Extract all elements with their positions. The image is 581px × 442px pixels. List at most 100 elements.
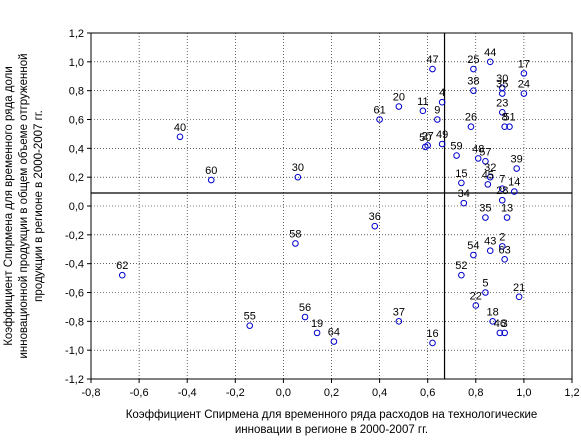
reference-lines <box>91 33 572 379</box>
point-label: 35 <box>479 203 491 215</box>
data-point <box>498 185 506 192</box>
point-label: 30 <box>496 73 508 85</box>
data-point <box>470 251 477 259</box>
point-label: 40 <box>174 122 186 134</box>
point-label: 61 <box>373 105 385 117</box>
y-tick-label: -1,0 <box>65 345 84 357</box>
y-tick-label: -1,2 <box>65 374 84 386</box>
data-point <box>207 176 215 184</box>
x-tick-label: -0,2 <box>226 387 245 399</box>
x-tick-label: 0,6 <box>420 387 435 399</box>
data-point <box>486 247 494 254</box>
point-label: 54 <box>467 240 479 252</box>
data-point <box>453 152 460 159</box>
x-tick-label: -0,8 <box>82 387 101 399</box>
x-axis-title: инновации в регионе в 2000-2007 гг. <box>235 424 428 436</box>
point-label: 16 <box>426 328 438 340</box>
point-label: 48 <box>472 143 484 155</box>
data-point <box>506 123 513 131</box>
point-label: 43 <box>484 236 496 248</box>
data-point <box>513 165 520 172</box>
data-point <box>482 214 489 221</box>
point-label: 57 <box>479 146 491 158</box>
data-point <box>118 271 126 279</box>
data-point <box>467 123 475 131</box>
data-point <box>498 243 506 250</box>
data-point <box>292 240 299 247</box>
y-tick-label: -0,4 <box>65 259 84 271</box>
point-label: 32 <box>484 162 496 174</box>
point-label: 13 <box>501 203 513 215</box>
x-tick-label: -0,6 <box>130 387 149 399</box>
point-label: 23 <box>496 97 508 109</box>
x-tick-label: 0,4 <box>372 387 387 399</box>
data-point <box>489 318 496 325</box>
data-point <box>438 140 446 148</box>
data-point <box>294 173 302 181</box>
y-tick-label: -0,8 <box>65 316 84 328</box>
point-label: 30 <box>292 162 304 174</box>
y-tick-label: 0,0 <box>69 201 84 213</box>
point-label: 19 <box>311 318 323 330</box>
data-point <box>395 103 403 110</box>
data-point <box>458 179 465 187</box>
point-label: 38 <box>467 76 479 88</box>
data-point <box>520 90 528 97</box>
data-point <box>458 271 465 279</box>
point-label: 55 <box>244 311 256 323</box>
data-point <box>520 70 528 77</box>
x-tick-label: 1,2 <box>564 387 579 399</box>
data-point <box>376 116 383 123</box>
point-label: 50 <box>419 132 431 144</box>
y-axis-title: инновационной продукции в общем объеме о… <box>18 53 30 358</box>
y-axis-title: продукции в регионе в 2000-2007 гг. <box>33 110 45 302</box>
data-point <box>470 87 477 94</box>
point-label: 59 <box>450 141 462 153</box>
y-tick-label: 1,0 <box>69 57 84 69</box>
point-label: 60 <box>205 165 217 177</box>
data-point <box>482 289 489 296</box>
data-point <box>496 329 504 337</box>
point-label: 47 <box>426 54 438 66</box>
point-label: 46 <box>494 318 506 330</box>
x-tick-label: -0,4 <box>178 387 197 399</box>
point-label: 34 <box>458 188 470 200</box>
point-label: 56 <box>299 302 311 314</box>
point-label: 45 <box>482 169 494 181</box>
point-label: 24 <box>518 79 530 91</box>
point-label: 9 <box>434 105 440 117</box>
y-tick-label: -0,2 <box>65 230 84 242</box>
y-tick-label: 1,2 <box>69 28 84 40</box>
data-point <box>313 329 321 337</box>
point-label: 2 <box>499 231 505 243</box>
data-point <box>503 214 511 221</box>
data-point <box>472 302 480 309</box>
point-label: 27 <box>422 130 434 142</box>
data-point <box>429 339 436 347</box>
data-point <box>301 313 309 321</box>
y-tick-label: 0,4 <box>69 143 84 155</box>
point-label: 8 <box>502 112 508 124</box>
point-label: 28 <box>496 185 508 197</box>
point-label: 36 <box>369 211 381 223</box>
data-point <box>501 329 508 337</box>
data-point <box>434 116 441 123</box>
data-point <box>474 155 482 162</box>
axis-ticks: -0,8 -0,6 -0,4 -0,2 0,0 0,2 0,4 0,6 0,8 1,0 1,2 -1,… <box>65 28 580 399</box>
point-label: 52 <box>455 260 467 272</box>
point-label: 20 <box>393 92 405 104</box>
point-label: 11 <box>417 96 428 108</box>
x-axis-title: Коэффициент Спирмена для временного ряда… <box>126 409 538 421</box>
x-tick-label: 0,0 <box>276 387 291 399</box>
point-label: 5 <box>482 278 488 290</box>
data-point <box>246 322 254 329</box>
data-point <box>486 173 494 181</box>
data-point <box>429 65 436 73</box>
point-label: 37 <box>393 306 405 318</box>
data-point <box>330 338 338 345</box>
data-point <box>498 196 506 204</box>
point-label: 4 <box>439 87 445 99</box>
y-tick-label: 0,6 <box>69 115 84 127</box>
